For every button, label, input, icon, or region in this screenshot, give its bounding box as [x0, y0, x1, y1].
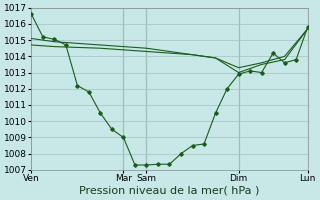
X-axis label: Pression niveau de la mer( hPa ): Pression niveau de la mer( hPa ): [79, 186, 260, 196]
